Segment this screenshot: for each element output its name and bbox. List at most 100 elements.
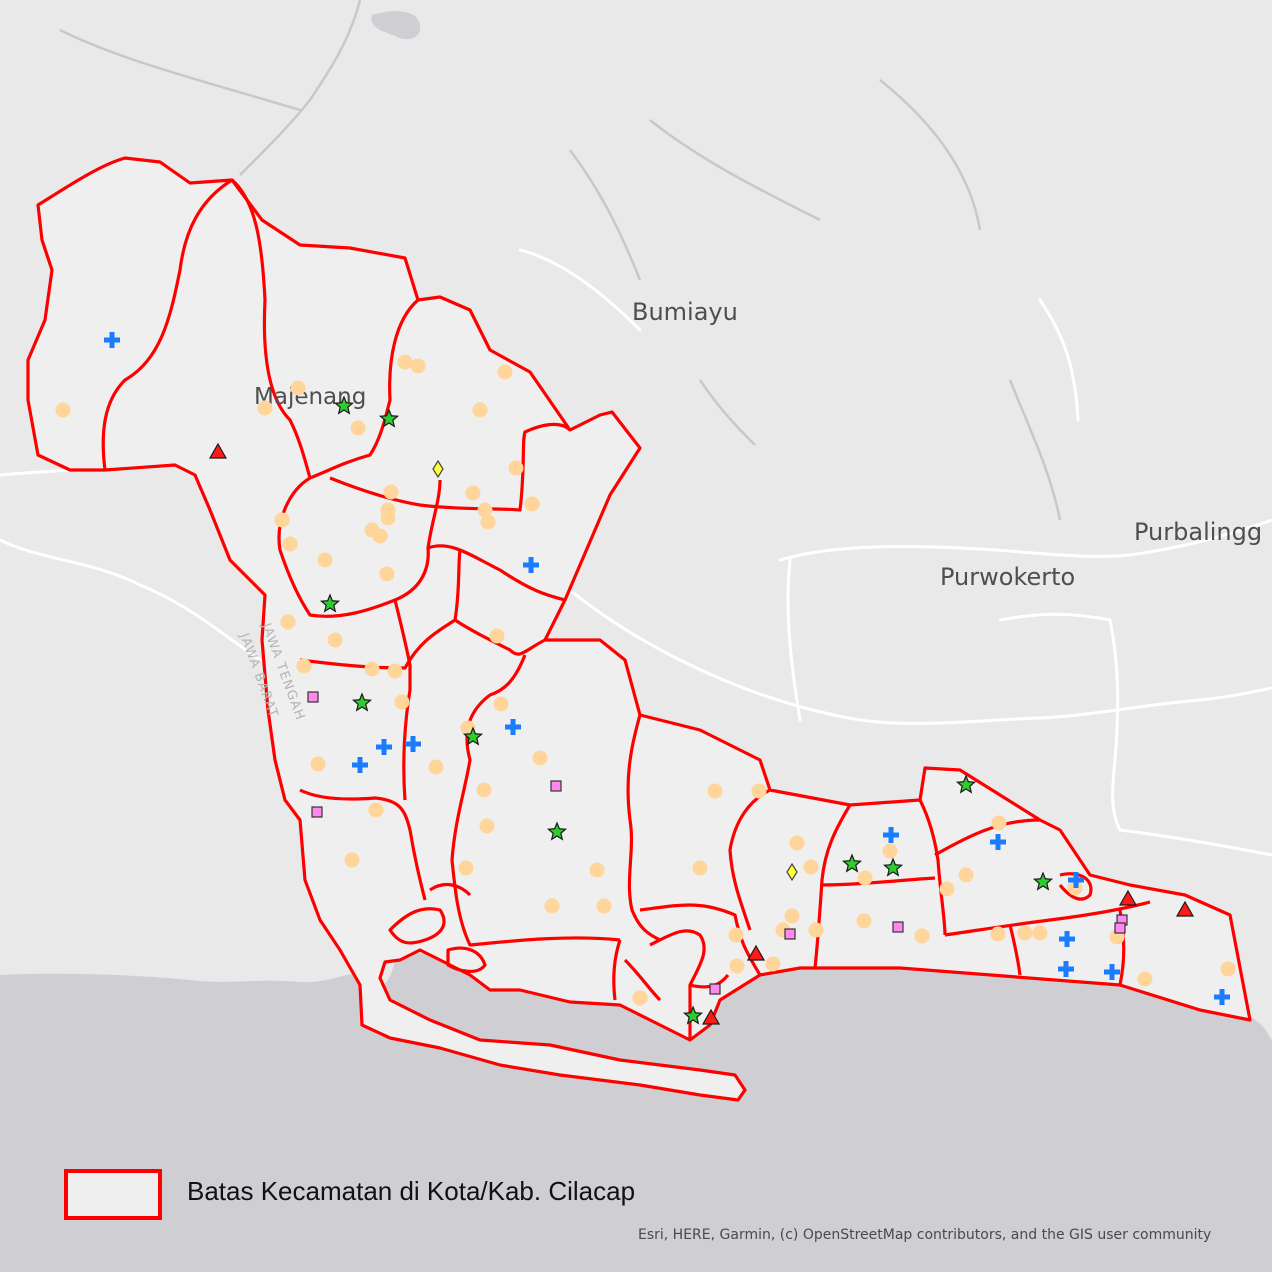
point-dot [317,552,333,568]
basemap-sea [0,952,1272,1272]
blue-plus-icon [352,757,368,773]
blue-plus-icon [883,827,899,843]
green-star-icon [546,821,568,841]
point-layer-squares [307,691,1128,995]
green-star-icon [319,593,341,613]
point-dot [280,614,296,630]
point-dot [397,354,413,370]
green-star-icon [333,395,355,415]
map-attribution: Esri, HERE, Garmin, (c) OpenStreetMap co… [638,1227,1212,1243]
point-dot [707,783,723,799]
point-dot [803,859,819,875]
point-dot [497,364,513,380]
blue-plus-shape [376,739,392,755]
point-dot [290,380,306,396]
point-dot [808,922,824,938]
point-dot [544,898,560,914]
cilacap-land [28,158,1250,1100]
blue-plus-shape [883,827,899,843]
green-star-icon [682,1005,704,1025]
point-dot [282,536,298,552]
point-dot [489,628,505,644]
legend-label: Batas Kecamatan di Kota/Kab. Cilacap [187,1176,636,1206]
point-dot [310,756,326,772]
point-dot [914,928,930,944]
red-triangle-icon [1118,889,1138,906]
red-triangle-icon [208,442,228,459]
point-dot [480,514,496,530]
point-dot [383,484,399,500]
point-dot [364,661,380,677]
point-dot [1032,925,1048,941]
pink-square-icon [550,780,562,792]
green-star-icon [1032,871,1054,891]
point-dot [532,750,548,766]
point-dot [939,881,955,897]
basemap-lake [371,11,421,40]
point-dot [1137,971,1153,987]
pink-square-icon [311,806,323,818]
point-dot [477,502,493,518]
blue-plus-shape [1214,989,1230,1005]
blue-plus-shape [505,719,521,735]
point-dot [327,632,343,648]
point-dot [476,782,492,798]
blue-plus-shape [990,834,1006,850]
blue-plus-icon [505,719,521,735]
blue-plus-icon [1068,872,1084,888]
point-dot [350,420,366,436]
blue-plus-icon [376,739,392,755]
district-boundaries[interactable] [26,156,1252,1102]
point-layer-dots [55,354,1236,1006]
point-dot [379,566,395,582]
point-dot [479,818,495,834]
label-purbalingga: Purbalingg [1134,518,1262,546]
blue-plus-shape [1059,931,1075,947]
blue-plus-shape [104,332,120,348]
point-dot [472,402,488,418]
blue-plus-shape [1068,872,1084,888]
point-dot [55,402,71,418]
yellow-diamond-icon [786,862,798,882]
label-purwokerto: Purwokerto [940,563,1075,591]
point-layer-diamonds [432,459,798,882]
point-dot [692,860,708,876]
pink-square-icon [1114,922,1126,934]
point-layer-stars [319,395,1054,1025]
point-dot [368,802,384,818]
point-dot [728,927,744,943]
green-star-icon [882,857,904,877]
blue-plus-icon [1214,989,1230,1005]
point-dot [493,696,509,712]
green-star-icon [955,774,977,794]
point-dot [856,913,872,929]
point-dot [751,783,767,799]
point-layer-triangles [208,442,1195,1025]
blue-plus-icon [405,736,421,752]
blue-plus-icon [990,834,1006,850]
place-labels: Majenang Bumiayu Purwokerto Purbalingg J… [236,298,1262,723]
blue-plus-shape [1104,964,1120,980]
point-dot [990,926,1006,942]
blue-plus-shape [352,757,368,773]
point-dot [589,862,605,878]
green-star-icon [462,726,484,746]
yellow-diamond-icon [432,459,444,479]
point-dot [465,485,481,501]
point-dot [428,759,444,775]
point-dot [458,860,474,876]
blue-plus-icon [523,557,539,573]
point-dot [596,898,612,914]
point-dot [372,528,388,544]
point-dot [1017,925,1033,941]
point-dot [958,867,974,883]
point-dot [991,815,1007,831]
legend-swatch-district-boundary [64,1169,162,1220]
point-dot [344,852,360,868]
point-dot [729,958,745,974]
label-bumiayu: Bumiayu [632,298,738,326]
point-dot [857,870,873,886]
point-dot [789,835,805,851]
point-dot [257,400,273,416]
